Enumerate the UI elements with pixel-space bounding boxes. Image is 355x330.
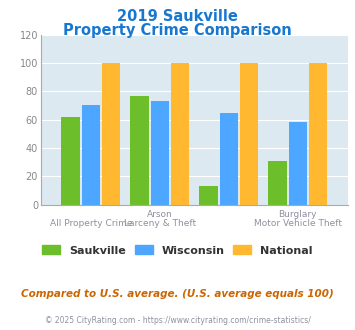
- Bar: [82, 106, 100, 205]
- Text: Property Crime Comparison: Property Crime Comparison: [63, 23, 292, 38]
- Text: Motor Vehicle Theft: Motor Vehicle Theft: [254, 219, 342, 228]
- Bar: [220, 113, 238, 205]
- Bar: [289, 122, 307, 205]
- Text: Arson: Arson: [147, 210, 173, 218]
- Bar: [151, 101, 169, 205]
- Bar: [268, 161, 286, 205]
- Bar: [240, 63, 258, 205]
- Bar: [200, 186, 218, 205]
- Text: Larceny & Theft: Larceny & Theft: [124, 219, 196, 228]
- Text: All Property Crime: All Property Crime: [50, 219, 132, 228]
- Bar: [102, 63, 120, 205]
- Bar: [171, 63, 189, 205]
- Bar: [309, 63, 327, 205]
- Text: 2019 Saukville: 2019 Saukville: [117, 9, 238, 24]
- Legend: Saukville, Wisconsin, National: Saukville, Wisconsin, National: [38, 241, 317, 260]
- Text: Burglary: Burglary: [279, 210, 317, 218]
- Text: © 2025 CityRating.com - https://www.cityrating.com/crime-statistics/: © 2025 CityRating.com - https://www.city…: [45, 316, 310, 325]
- Bar: [61, 117, 80, 205]
- Bar: [130, 96, 149, 205]
- Text: Compared to U.S. average. (U.S. average equals 100): Compared to U.S. average. (U.S. average …: [21, 289, 334, 299]
